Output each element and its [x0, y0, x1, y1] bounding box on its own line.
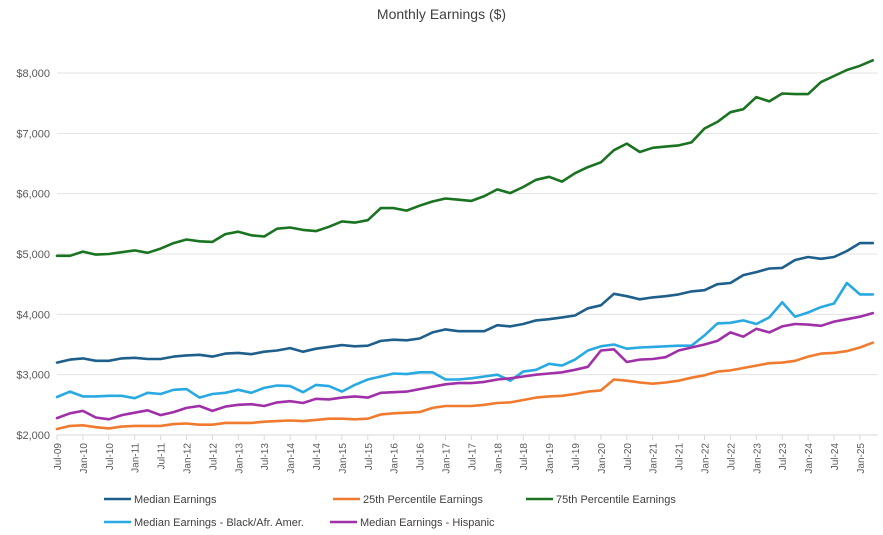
legend-label: Median Earnings - Black/Afr. Amer.: [134, 517, 304, 529]
x-tick-label: Jul-22: [726, 443, 737, 471]
x-tick-label: Jan-14: [286, 443, 297, 474]
x-tick-label: Jan-11: [131, 443, 142, 473]
x-tick-label: Jul-16: [416, 443, 427, 471]
series-line-median-earnings: [55, 241, 875, 364]
x-axis: Jul-09 Jan-10 Jul-10 Jan-11 Jul-11 Jan-12 Jul-…: [53, 435, 867, 474]
x-tick-label: Jul-14: [312, 443, 323, 471]
x-tick-label: Jan-12: [183, 443, 194, 474]
series-line-25th-percentile-earnings: [55, 341, 875, 431]
x-tick-label: Jan-19: [545, 443, 556, 474]
legend-item: 25th Percentile Earnings: [333, 494, 483, 506]
x-tick-label: Jan-21: [649, 443, 660, 474]
x-tick-label: Jan-13: [234, 443, 245, 474]
y-tick-label: $8,000: [16, 68, 50, 80]
x-tick-label: Jan-18: [493, 443, 504, 474]
legend-label: 75th Percentile Earnings: [556, 494, 676, 506]
chart-title: Monthly Earnings ($): [377, 6, 506, 22]
x-tick-label: Jan-20: [597, 443, 608, 474]
x-tick-label: Jul-10: [105, 443, 116, 471]
x-tick-label: Jul-20: [623, 443, 634, 471]
x-tick-label: Jul-19: [571, 443, 582, 471]
x-tick-label: Jan-25: [856, 443, 867, 474]
x-tick-label: Jan-22: [701, 443, 712, 474]
series-line-median-earnings-black-afr-amer: [55, 281, 875, 400]
x-tick-label: Jul-17: [467, 443, 478, 471]
x-tick-label: Jul-23: [778, 443, 789, 471]
x-tick-label: Jul-21: [675, 443, 686, 471]
y-axis-tick-labels: $2,000 $3,000 $4,000 $5,000 $6,000 $7,000 $8,0…: [16, 68, 50, 442]
x-tick-label: Jan-10: [79, 443, 90, 474]
x-tick-label: Jan-16: [390, 443, 401, 474]
y-tick-label: $2,000: [16, 430, 50, 442]
y-tick-label: $4,000: [16, 309, 50, 321]
x-tick-label: Jul-12: [208, 443, 219, 471]
legend-item: Median Earnings - Hispanic: [330, 517, 495, 529]
legend-label: Median Earnings: [134, 494, 217, 506]
x-tick-label: Jul-15: [364, 443, 375, 471]
x-tick-label: Jul-18: [519, 443, 530, 471]
x-tick-label: Jul-11: [157, 443, 168, 470]
series-line-75th-percentile-earnings: [55, 58, 875, 258]
legend-label: Median Earnings - Hispanic: [360, 517, 495, 529]
legend-item: 75th Percentile Earnings: [526, 494, 676, 506]
y-tick-label: $5,000: [16, 249, 50, 261]
y-tick-label: $7,000: [16, 128, 50, 140]
series-lines: [55, 58, 875, 431]
x-tick-label: Jan-17: [442, 443, 453, 474]
x-tick-label: Jan-23: [752, 443, 763, 474]
series-line-median-earnings-hispanic: [55, 311, 875, 421]
x-tick-label: Jul-13: [260, 443, 271, 471]
legend: Median Earnings 25th Percentile Earnings 7…: [104, 494, 676, 529]
x-tick-label: Jan-15: [338, 443, 349, 474]
legend-item: Median Earnings - Black/Afr. Amer.: [104, 517, 304, 529]
y-tick-label: $6,000: [16, 189, 50, 201]
x-tick-label: Jul-24: [830, 443, 841, 471]
y-tick-label: $3,000: [16, 370, 50, 382]
x-tick-label: Jan-24: [804, 443, 815, 474]
legend-label: 25th Percentile Earnings: [363, 494, 483, 506]
x-tick-label: Jul-09: [53, 443, 64, 471]
gridlines: [57, 72, 878, 436]
legend-item: Median Earnings: [104, 494, 217, 506]
